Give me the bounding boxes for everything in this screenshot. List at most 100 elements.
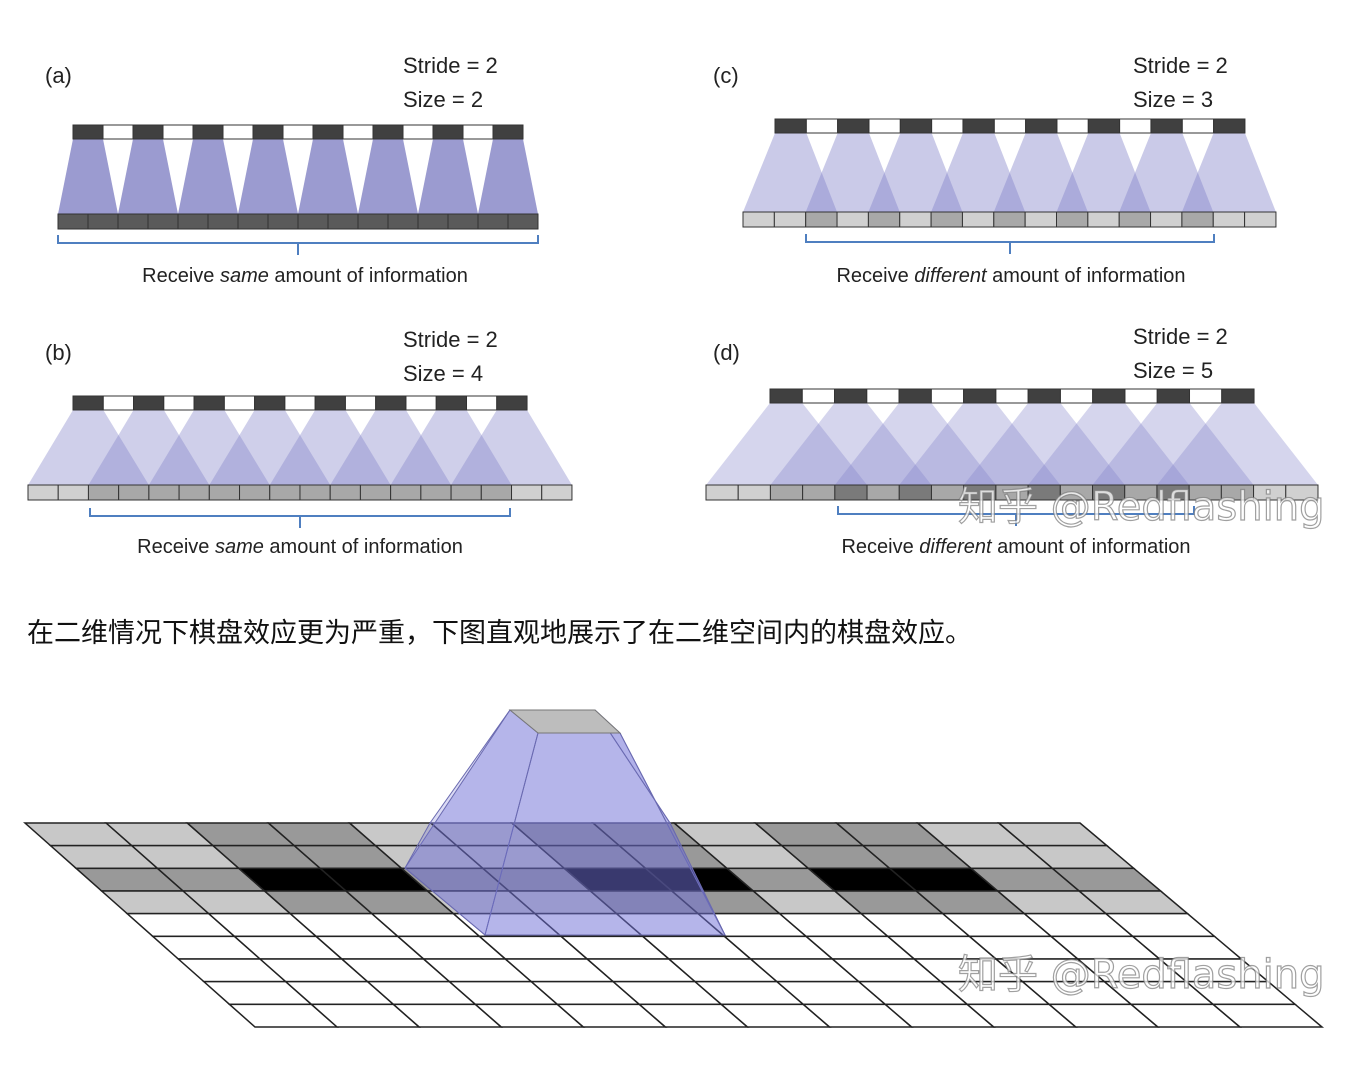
input-cell [163, 395, 195, 411]
output-cell [447, 213, 479, 230]
output-cell [57, 484, 89, 501]
output-cell [297, 213, 329, 230]
input-cell [344, 395, 377, 411]
input-cell [132, 124, 164, 140]
input-cell [193, 395, 225, 411]
output-cell [737, 484, 771, 501]
output-cell [930, 211, 963, 228]
input-cell [962, 118, 995, 134]
input-cell [834, 388, 868, 404]
panel-label: (c) [713, 63, 739, 88]
caption-emphasis: different [919, 536, 993, 558]
output-cell [541, 484, 573, 501]
input-cell [72, 395, 104, 411]
kernel-projection [209, 410, 331, 485]
output-cell [1024, 211, 1058, 228]
input-cell [1213, 118, 1246, 134]
diagrams [23, 118, 1325, 1028]
input-cell [930, 388, 965, 404]
input-cell [774, 118, 807, 134]
input-cell [1181, 118, 1215, 134]
kernel-projection [1056, 133, 1151, 212]
output-cell [742, 211, 775, 228]
watermark: 知乎 @Redflashing [958, 484, 1324, 530]
caption-emphasis: different [914, 265, 988, 287]
panel-label: (a) [45, 63, 72, 88]
caption-text: Receive [142, 265, 220, 287]
size-label: Size = 4 [403, 361, 483, 386]
kernel-projection [269, 410, 391, 485]
input-cell [375, 395, 407, 411]
input-cell [993, 118, 1027, 134]
caption-emphasis: same [215, 536, 264, 558]
output-cell [359, 484, 392, 501]
input-cell [435, 395, 468, 411]
bracket [805, 234, 1215, 254]
input-cell [1087, 118, 1121, 134]
kernel-projection [28, 410, 149, 485]
grid-cell [1211, 1003, 1325, 1028]
bracket [837, 506, 1195, 526]
output-cell [27, 484, 59, 501]
input-cell [1124, 388, 1158, 404]
caption-text: amount of information [992, 536, 1191, 558]
output-cell [117, 213, 149, 230]
input-cell [1156, 388, 1191, 404]
input-cell [1119, 118, 1152, 134]
kernel-projection [1092, 403, 1254, 485]
input-cell [898, 388, 932, 404]
output-cell [802, 484, 836, 501]
output-cell [769, 484, 804, 501]
kernel-projection [770, 403, 932, 485]
caption: Receive different amount of information [841, 536, 1190, 558]
output-cell [57, 213, 89, 230]
output-cell [899, 211, 932, 228]
kernel-projection [418, 139, 478, 214]
kernel-projection [706, 403, 868, 485]
input-cell [314, 395, 346, 411]
output-cell [1212, 211, 1246, 228]
input-cell [192, 124, 224, 140]
output-cell [836, 211, 869, 228]
output-cell [773, 211, 807, 228]
panel-label: (d) [713, 340, 740, 365]
input-cell [402, 124, 434, 140]
kernel-top [508, 709, 622, 734]
kernel-projection [478, 139, 538, 214]
input-cell [1150, 118, 1183, 134]
kernel-projection [178, 139, 238, 214]
input-cell [995, 388, 1029, 404]
input-cell [963, 388, 997, 404]
input-cell [102, 395, 135, 411]
input-cell [72, 124, 104, 140]
kernel-projection [834, 403, 996, 485]
output-cell [267, 213, 299, 230]
input-cell [1221, 388, 1255, 404]
output-cell [866, 484, 900, 501]
input-cell [252, 124, 284, 140]
input-cell [133, 395, 165, 411]
output-cell [87, 213, 119, 230]
input-cell [1025, 118, 1058, 134]
kernel-projection [805, 133, 900, 212]
output-cell [178, 484, 210, 501]
input-cell [899, 118, 933, 134]
caption-text: Receive [841, 536, 919, 558]
input-cell [462, 124, 494, 140]
kernel-projection [931, 133, 1026, 212]
kernel-projection [899, 403, 1061, 485]
kernel-projection [1181, 133, 1276, 212]
input-cell [801, 388, 836, 404]
output-cell [480, 484, 513, 501]
input-cell [254, 395, 286, 411]
input-cell [466, 395, 498, 411]
output-cell [207, 213, 239, 230]
input-cell [1056, 118, 1089, 134]
input-cell [868, 118, 901, 134]
input-cell [432, 124, 464, 140]
input-cell [222, 124, 254, 140]
kernel-projection [993, 133, 1088, 212]
output-cell [1181, 211, 1214, 228]
caption-text: Receive [137, 536, 215, 558]
